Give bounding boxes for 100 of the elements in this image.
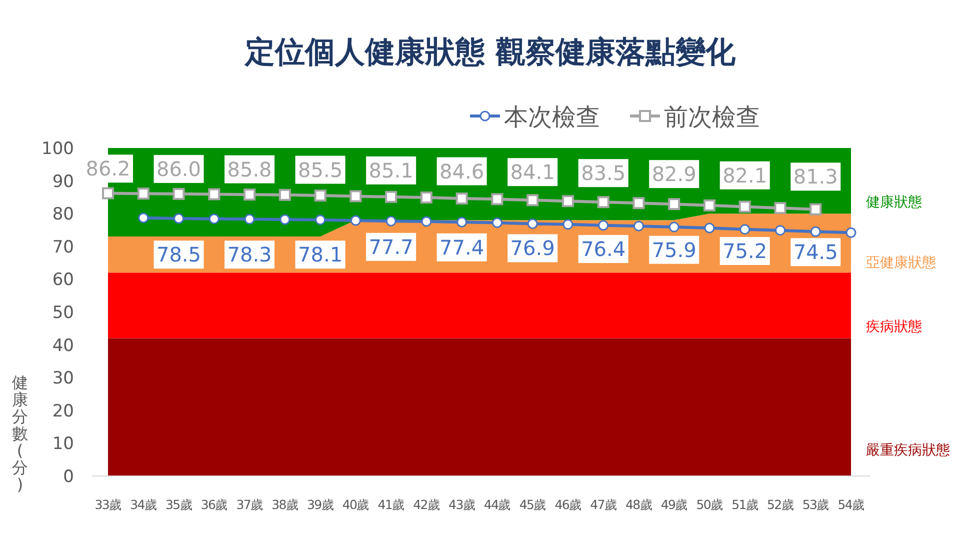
y-tick-label: 70 (52, 237, 74, 258)
point (492, 218, 502, 228)
data-label: 82.9 (652, 162, 696, 186)
point (668, 198, 680, 210)
point (244, 214, 255, 224)
x-tick-label: 54歲 (838, 497, 866, 512)
chart-title: 定位個人健康狀態 觀察健康落點變化 (244, 35, 736, 70)
x-tick-label: 33歲 (94, 497, 122, 512)
x-tick-label: 34歲 (130, 497, 158, 512)
x-tick-label: 45歲 (519, 497, 547, 512)
point (244, 188, 256, 201)
data-label: 84.1 (510, 160, 555, 184)
point (456, 216, 468, 228)
point (208, 214, 220, 224)
point (102, 187, 114, 200)
x-tick-label: 43歲 (448, 497, 476, 512)
x-tick-label: 44歲 (484, 497, 512, 512)
legend-label: 前次檢查 (664, 103, 760, 131)
x-tick-label: 36歲 (200, 497, 228, 512)
data-label: 85.1 (368, 158, 414, 182)
point (740, 224, 750, 235)
point (562, 219, 574, 230)
data-label: 76.4 (581, 237, 626, 262)
x-tick-label: 50歲 (696, 497, 724, 512)
data-label: 85.8 (227, 157, 272, 182)
data-label: 75.9 (652, 238, 696, 262)
y-tick-label: 50 (52, 303, 74, 323)
x-tick-label: 46歲 (554, 497, 582, 512)
series-label: 嚴重疾病狀態 (866, 442, 950, 458)
data-label: 78.1 (298, 242, 343, 267)
point (774, 225, 786, 236)
y-tick-label: 30 (52, 368, 74, 389)
y-tick-label: 80 (52, 204, 74, 225)
data-label: 86.0 (156, 156, 202, 181)
point (421, 216, 432, 227)
point (350, 215, 361, 226)
y-tick-label: 60 (52, 270, 74, 290)
data-label: 75.2 (722, 238, 768, 263)
point (350, 190, 362, 202)
point (174, 213, 184, 224)
data-label: 78.3 (227, 242, 272, 267)
point (598, 220, 609, 231)
point (491, 193, 504, 206)
point (208, 188, 220, 200)
point (315, 214, 326, 226)
x-tick-label: 42歲 (413, 497, 440, 512)
point (704, 222, 715, 234)
point (846, 227, 856, 238)
point (278, 188, 291, 201)
legend-label: 本次檢查 (504, 103, 600, 131)
point (420, 192, 432, 204)
point (810, 203, 822, 216)
x-tick-label: 40歲 (342, 497, 370, 512)
x-tick-label: 52歲 (766, 497, 794, 512)
x-tick-label: 53歲 (802, 497, 830, 512)
point (386, 216, 396, 226)
x-tick-label: 35歲 (166, 497, 193, 512)
x-tick-label: 39歲 (307, 497, 334, 512)
y-tick-label: 10 (52, 434, 74, 454)
data-label: 86.2 (86, 156, 130, 181)
series-label: 健康狀態 (866, 194, 922, 210)
point (810, 226, 821, 237)
point (668, 222, 680, 232)
point (172, 188, 185, 200)
data-label: 78.5 (156, 242, 202, 267)
x-tick-label: 49歲 (660, 497, 688, 512)
x-tick-label: 38歲 (272, 497, 299, 512)
point (280, 214, 290, 225)
point (738, 200, 751, 213)
point (137, 188, 150, 200)
y-axis-title: 健康分數(分) (12, 373, 28, 494)
point (632, 197, 645, 210)
point (526, 194, 539, 206)
point (703, 199, 716, 212)
series-label: 疾病狀態 (866, 319, 922, 336)
x-tick-label: 37歲 (236, 497, 264, 512)
point (385, 190, 398, 203)
point (527, 218, 538, 230)
data-label: 83.5 (581, 161, 626, 186)
point (456, 192, 468, 205)
y-tick-label: 100 (42, 139, 74, 159)
point (314, 190, 326, 202)
y-tick-label: 20 (52, 401, 74, 422)
data-label: 76.9 (510, 236, 555, 260)
x-tick-label: 51歲 (732, 497, 759, 512)
data-label: 77.4 (440, 235, 484, 260)
x-tick-label: 48歲 (625, 497, 653, 512)
data-label: 81.3 (793, 164, 838, 189)
x-tick-label: 41歲 (378, 497, 406, 512)
point (138, 212, 149, 224)
y-tick-label: 90 (52, 172, 74, 192)
point (562, 195, 574, 208)
y-tick-label: 40 (52, 336, 74, 356)
data-label: 82.1 (722, 163, 768, 188)
point (597, 196, 610, 208)
data-label: 84.6 (440, 159, 484, 184)
data-label: 74.5 (793, 240, 838, 264)
y-tick-label: 0 (63, 467, 74, 487)
point (774, 202, 786, 214)
data-label: 77.7 (368, 234, 414, 259)
